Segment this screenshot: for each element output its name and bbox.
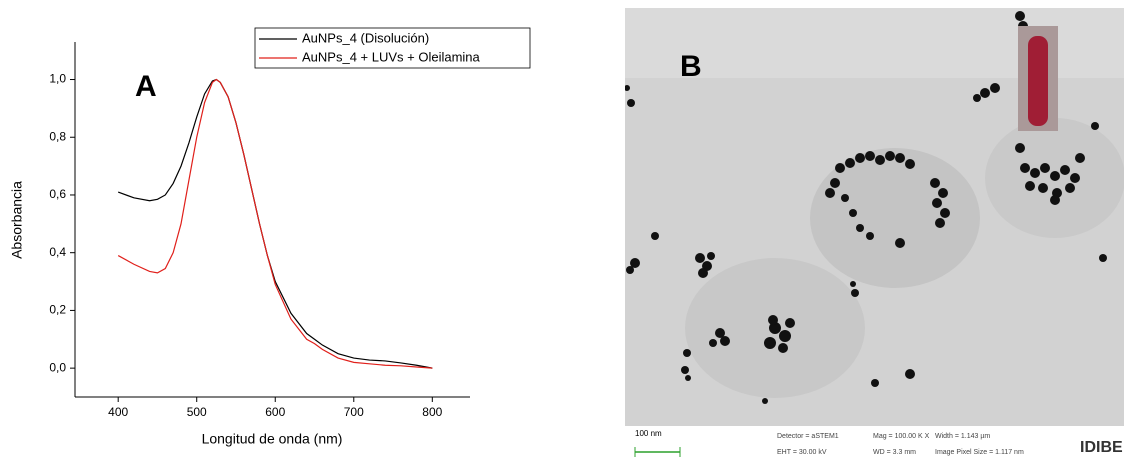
y-tick-label: 0,0 (49, 360, 66, 374)
meta: Detector = aSTEM1 (777, 433, 839, 440)
y-tick-label: 0,8 (49, 129, 66, 143)
series-line (117, 78, 433, 369)
y-axis-label: Absorbancia (9, 181, 25, 259)
panel-label: B (680, 50, 702, 83)
logo: IDIBE (1080, 439, 1123, 456)
panel-label: A (135, 70, 157, 103)
meta: EHT = 30.00 kV (777, 449, 827, 456)
legend-label: AuNPs_4 + LUVs + Oleilamina (302, 49, 481, 64)
meta: Mag = 100.00 K X (873, 433, 930, 440)
legend-label: AuNPs_4 (Disolución) (302, 30, 429, 45)
y-tick-label: 0,4 (49, 245, 66, 259)
y-tick-label: 0,6 (49, 187, 66, 201)
meta: Width = 1.143 µm (935, 433, 990, 440)
x-tick-label: 800 (422, 405, 442, 419)
sem-image: B 100 nm Detector = aSTEM1 EHT = 30.00 k… (625, 8, 1124, 457)
x-tick-label: 500 (187, 405, 207, 419)
x-tick-label: 700 (344, 405, 364, 419)
y-tick-label: 0,2 (49, 303, 66, 317)
x-tick-label: 600 (265, 405, 285, 419)
scale-label: 100 nm (635, 429, 662, 438)
info-bar (625, 426, 1124, 457)
x-axis-label: Longitud de onda (nm) (202, 431, 343, 447)
x-tick-label: 400 (108, 405, 128, 419)
y-tick-label: 1,0 (49, 72, 66, 86)
particles (625, 11, 1107, 404)
vial (1028, 36, 1048, 126)
meta: WD = 3.3 mm (873, 449, 916, 456)
meta: Image Pixel Size = 1.117 nm (935, 449, 1024, 456)
chart: A Longitud de onda (nm) Absorbancia 0,0 0… (9, 27, 531, 447)
series-line (117, 78, 433, 369)
legend-box (254, 27, 531, 69)
